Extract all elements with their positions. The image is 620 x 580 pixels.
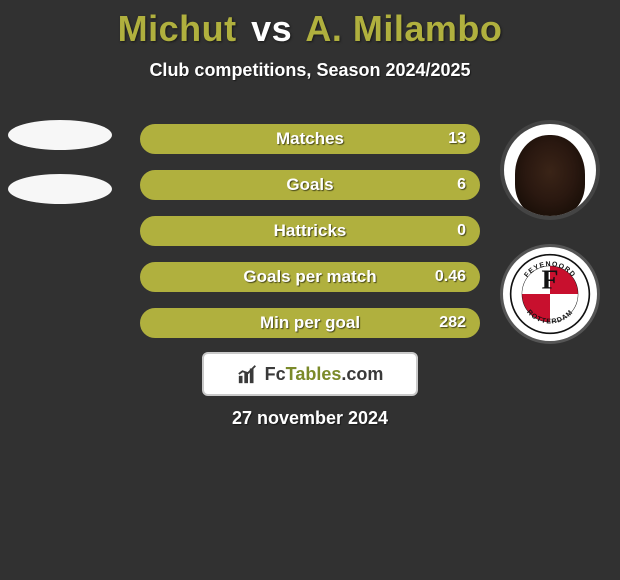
brand-box: FcTables.com: [202, 352, 418, 396]
player2-name: A. Milambo: [305, 8, 502, 49]
stat-value: 0: [457, 222, 466, 240]
player1-name: Michut: [118, 8, 237, 49]
player2-avatar: [500, 120, 600, 220]
brand-domain: .com: [341, 364, 383, 384]
svg-text:F: F: [541, 264, 558, 295]
stat-bars: Matches 13 Goals 6 Hattricks 0 Goals per…: [140, 124, 480, 354]
brand-fc: Fc: [265, 364, 286, 384]
stat-bar-hattricks: Hattricks 0: [140, 216, 480, 246]
avatar-head-shape: [515, 135, 585, 217]
stat-label: Goals per match: [243, 267, 376, 287]
stat-bar-min-per-goal: Min per goal 282: [140, 308, 480, 338]
stat-label: Hattricks: [274, 221, 347, 241]
brand-text: FcTables.com: [265, 364, 384, 385]
stat-value: 0.46: [435, 268, 466, 286]
vs-label: vs: [251, 8, 292, 49]
stat-value: 13: [448, 130, 466, 148]
comparison-title: Michut vs A. Milambo: [0, 0, 620, 50]
date-label: 27 november 2024: [0, 408, 620, 429]
stat-bar-matches: Matches 13: [140, 124, 480, 154]
subtitle: Club competitions, Season 2024/2025: [0, 60, 620, 81]
stat-label: Min per goal: [260, 313, 360, 333]
player2-club-badge: F FEYENOORD ROTTERDAM: [500, 244, 600, 344]
stat-value: 282: [439, 314, 466, 332]
stat-label: Matches: [276, 129, 344, 149]
stat-value: 6: [457, 176, 466, 194]
stat-label: Goals: [286, 175, 333, 195]
stat-bar-goals: Goals 6: [140, 170, 480, 200]
player1-club-placeholder: [8, 174, 112, 204]
brand-tables: Tables: [286, 364, 342, 384]
stat-bar-goals-per-match: Goals per match 0.46: [140, 262, 480, 292]
feyenoord-icon: F FEYENOORD ROTTERDAM: [509, 253, 591, 335]
left-player-column: [4, 120, 116, 228]
right-player-column: F FEYENOORD ROTTERDAM: [494, 120, 606, 344]
player1-avatar-placeholder: [8, 120, 112, 150]
chart-icon: [237, 363, 259, 385]
